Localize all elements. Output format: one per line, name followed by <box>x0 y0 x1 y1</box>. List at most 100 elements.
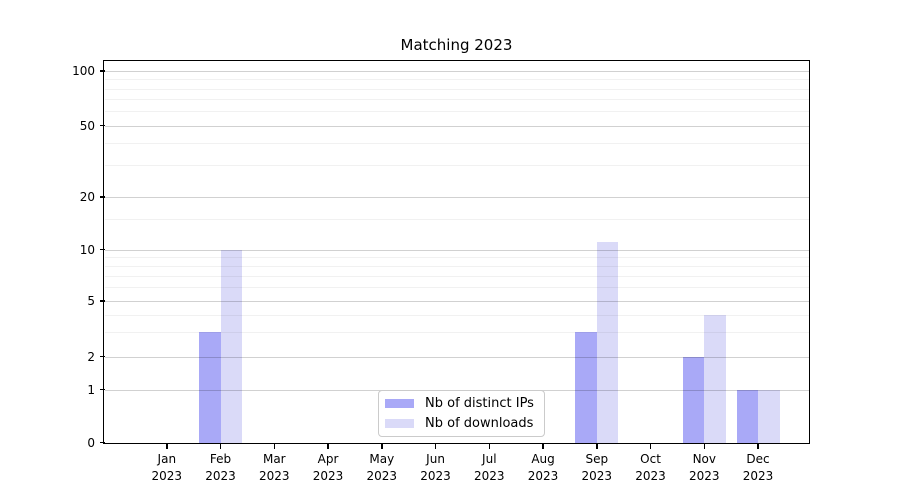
legend-item-distinct-ips: Nb of distinct IPs <box>385 396 536 411</box>
gridline-y-90 <box>104 79 809 81</box>
y-tick-mark-5 <box>100 300 105 302</box>
bar-downloads-sep <box>596 242 619 443</box>
gridline-y-9 <box>104 257 809 259</box>
y-tick-label-100: 100 <box>72 64 95 78</box>
x-tick-mark-dec <box>757 444 759 449</box>
x-tick-month: Aug <box>531 452 555 466</box>
gridline-y-50 <box>104 125 809 127</box>
x-tick-year: 2023 <box>581 468 613 483</box>
y-tick-mark-10 <box>100 248 105 251</box>
gridline-y-80 <box>104 88 809 90</box>
x-tick-month: Dec <box>746 452 770 466</box>
gridline-y-20 <box>104 197 809 198</box>
gridline-y-6 <box>104 287 809 289</box>
y-tick-mark-0 <box>100 441 105 444</box>
bar-downloads-dec <box>758 389 780 443</box>
x-tick-label-dec: Dec 2023 <box>728 451 788 484</box>
gridline-y-5 <box>104 301 809 302</box>
y-tick-mark-50 <box>100 124 105 127</box>
x-tick-mark-sep <box>596 444 598 449</box>
x-tick-month: Nov <box>692 452 716 466</box>
y-tick-label-5: 5 <box>87 294 95 308</box>
x-tick-year: 2023 <box>151 468 183 483</box>
bar-downloads-feb <box>220 249 243 443</box>
x-tick-year: 2023 <box>527 468 559 483</box>
x-tick-month: Sep <box>585 452 609 466</box>
gridline-y-100 <box>104 71 809 72</box>
gridline-y-2 <box>104 356 809 358</box>
x-tick-label-jun: Jun 2023 <box>406 451 466 484</box>
x-tick-mark-apr <box>327 444 329 449</box>
bar-downloads-nov <box>704 314 726 443</box>
x-tick-year: 2023 <box>312 468 344 483</box>
gridline-y-8 <box>104 266 809 268</box>
y-tick-mark-100 <box>100 70 105 72</box>
x-tick-label-apr: Apr 2023 <box>298 451 358 484</box>
gridlines-layer <box>104 62 809 443</box>
y-tick-label-1: 1 <box>87 382 95 397</box>
x-tick-mark-jul <box>488 444 491 449</box>
x-tick-month: Jun <box>426 452 445 466</box>
x-tick-year: 2023 <box>205 468 236 483</box>
legend: Nb of distinct IPs Nb of downloads <box>378 390 545 437</box>
x-tick-month: May <box>369 452 395 466</box>
gridline-y-40 <box>104 142 809 144</box>
bar-distinct-ips-dec <box>736 389 759 443</box>
x-tick-month: Oct <box>640 452 661 466</box>
x-tick-label-oct: Oct 2023 <box>621 451 681 484</box>
y-tick-mark-1 <box>100 388 105 391</box>
gridline-y-7 <box>104 276 809 277</box>
x-tick-month: Apr <box>317 452 339 466</box>
y-tick-label-0: 0 <box>87 435 95 450</box>
x-tick-label-may: May 2023 <box>352 451 412 484</box>
gridline-y-60 <box>104 111 809 113</box>
x-tick-mark-aug <box>542 444 544 449</box>
x-tick-label-jan: Jan 2023 <box>137 451 197 484</box>
x-tick-year: 2023 <box>635 468 666 483</box>
legend-swatch-downloads <box>385 418 414 429</box>
y-tick-label-10: 10 <box>79 242 95 257</box>
x-tick-mark-jan <box>166 444 168 449</box>
bar-distinct-ips-feb <box>199 331 221 443</box>
gridline-y-3 <box>104 331 809 333</box>
bar-distinct-ips-sep <box>575 331 597 443</box>
x-tick-label-sep: Sep 2023 <box>567 451 627 484</box>
y-tick-mark-20 <box>100 196 105 198</box>
x-tick-month: Mar <box>262 452 286 466</box>
x-tick-year: 2023 <box>742 468 774 483</box>
legend-item-downloads: Nb of downloads <box>385 416 536 431</box>
x-tick-label-jul: Jul 2023 <box>459 451 519 484</box>
gridline-y-30 <box>104 165 809 167</box>
y-tick-label-50: 50 <box>79 118 95 133</box>
gridline-y-15 <box>104 218 809 220</box>
x-tick-label-mar: Mar 2023 <box>244 451 304 484</box>
x-tick-month: Jul <box>482 452 497 466</box>
x-tick-month: Feb <box>209 452 232 466</box>
x-tick-year: 2023 <box>420 468 451 483</box>
x-tick-mark-nov <box>703 444 706 449</box>
x-tick-year: 2023 <box>366 468 398 483</box>
legend-swatch-distinct-ips <box>385 398 414 409</box>
chart-title: Matching 2023 <box>400 36 513 54</box>
x-tick-mark-feb <box>219 444 222 449</box>
x-tick-label-nov: Nov 2023 <box>674 451 734 484</box>
x-tick-mark-mar <box>273 444 276 449</box>
x-tick-year: 2023 <box>259 468 290 483</box>
legend-label-downloads: Nb of downloads <box>425 416 534 431</box>
y-tick-label-20: 20 <box>79 190 95 204</box>
gridline-y-70 <box>104 99 809 101</box>
y-tick-mark-2 <box>100 355 105 358</box>
gridline-y-4 <box>104 314 809 316</box>
x-tick-label-feb: Feb 2023 <box>191 451 251 484</box>
legend-label-distinct-ips: Nb of distinct IPs <box>425 396 534 411</box>
x-tick-month: Jan <box>157 452 177 466</box>
x-tick-year: 2023 <box>689 468 720 483</box>
y-tick-label-2: 2 <box>87 349 95 364</box>
x-tick-mark-oct <box>649 444 652 449</box>
x-tick-label-aug: Aug 2023 <box>513 451 573 484</box>
x-tick-mark-may <box>381 444 383 449</box>
x-tick-mark-jun <box>434 444 437 449</box>
bars-layer <box>105 62 809 443</box>
bar-distinct-ips-nov <box>682 356 705 443</box>
